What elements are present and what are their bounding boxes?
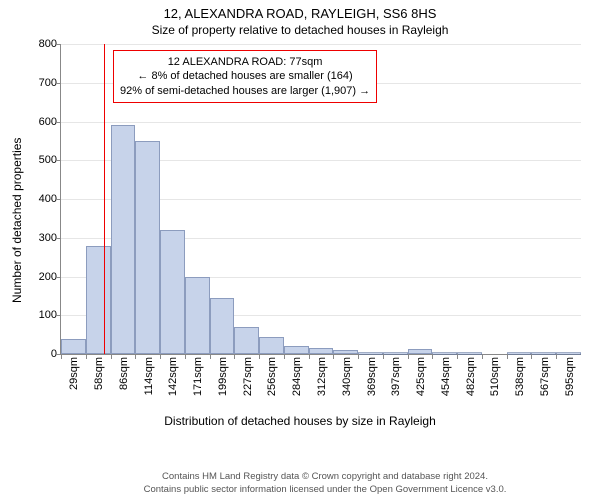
histogram-bar [61,339,86,355]
x-tick-label: 482sqm [465,357,477,396]
chart-subtitle: Size of property relative to detached ho… [0,23,600,41]
histogram-bar [135,141,160,354]
x-tick-label: 312sqm [316,357,328,396]
x-tick-label: 227sqm [242,357,254,396]
property-marker-line [104,44,105,354]
x-tick-label: 58sqm [93,357,105,390]
y-tick-mark [56,160,61,161]
histogram-bar [457,353,482,354]
histogram-bar [333,350,358,354]
x-axis-label: Distribution of detached houses by size … [0,414,600,428]
x-tick-mark [234,354,235,359]
x-tick-label: 454sqm [440,357,452,396]
histogram-bar [531,353,556,354]
histogram-bar [284,346,309,354]
histogram-bar [210,298,235,354]
x-tick-mark [457,354,458,359]
x-tick-mark [135,354,136,359]
annotation-line: ← 8% of detached houses are smaller (164… [120,69,370,83]
histogram-bar [309,348,334,354]
annotation-line: 12 ALEXANDRA ROAD: 77sqm [120,55,370,69]
y-axis-label: Number of detached properties [10,138,24,303]
y-tick-mark [56,199,61,200]
x-tick-mark [482,354,483,359]
x-tick-mark [309,354,310,359]
x-tick-label: 369sqm [366,357,378,396]
histogram-bar [408,349,433,354]
y-tick-mark [56,277,61,278]
x-tick-label: 397sqm [390,357,402,396]
x-tick-label: 256sqm [266,357,278,396]
footer-line-1: Contains HM Land Registry data © Crown c… [60,471,590,483]
y-tick-mark [56,44,61,45]
annotation-box: 12 ALEXANDRA ROAD: 77sqm← 8% of detached… [113,50,377,103]
x-tick-mark [111,354,112,359]
x-tick-mark [432,354,433,359]
histogram-bar [111,125,136,354]
x-tick-label: 340sqm [341,357,353,396]
chart-container: 12, ALEXANDRA ROAD, RAYLEIGH, SS6 8HS Si… [0,0,600,500]
x-tick-label: 284sqm [291,357,303,396]
histogram-bar [160,230,185,354]
histogram-bar [383,353,408,354]
x-tick-mark [556,354,557,359]
x-tick-label: 510sqm [489,357,501,396]
x-tick-mark [259,354,260,359]
y-tick-mark [56,238,61,239]
x-tick-label: 538sqm [514,357,526,396]
x-tick-mark [383,354,384,359]
histogram-bar [556,353,581,354]
footer-attribution: Contains HM Land Registry data © Crown c… [60,471,590,496]
x-tick-mark [333,354,334,359]
histogram-bar [234,327,259,354]
x-tick-label: 199sqm [217,357,229,396]
x-tick-label: 171sqm [192,357,204,396]
x-tick-mark [531,354,532,359]
histogram-bar [507,353,532,354]
annotation-line: 92% of semi-detached houses are larger (… [120,84,370,98]
y-tick-mark [56,315,61,316]
x-tick-mark [185,354,186,359]
x-tick-label: 86sqm [118,357,130,390]
histogram-bar [259,337,284,354]
grid-line [61,122,581,123]
y-tick-mark [56,122,61,123]
chart-area: Number of detached properties 0100200300… [0,40,600,440]
x-tick-label: 567sqm [539,357,551,396]
x-tick-mark [160,354,161,359]
x-tick-mark [210,354,211,359]
x-tick-label: 29sqm [68,357,80,390]
grid-line [61,44,581,45]
x-tick-label: 142sqm [167,357,179,396]
x-tick-label: 114sqm [143,357,155,395]
x-tick-mark [86,354,87,359]
histogram-bar [86,246,111,355]
chart-title: 12, ALEXANDRA ROAD, RAYLEIGH, SS6 8HS [0,0,600,23]
x-tick-label: 595sqm [564,357,576,396]
x-tick-mark [358,354,359,359]
x-tick-mark [507,354,508,359]
histogram-bar [185,277,210,355]
x-tick-label: 425sqm [415,357,427,396]
x-tick-mark [61,354,62,359]
y-tick-mark [56,83,61,84]
x-tick-mark [408,354,409,359]
plot-area: 010020030040050060070080029sqm58sqm86sqm… [60,44,581,355]
footer-line-2: Contains public sector information licen… [60,484,590,496]
x-tick-mark [284,354,285,359]
histogram-bar [432,353,457,354]
histogram-bar [358,353,383,354]
